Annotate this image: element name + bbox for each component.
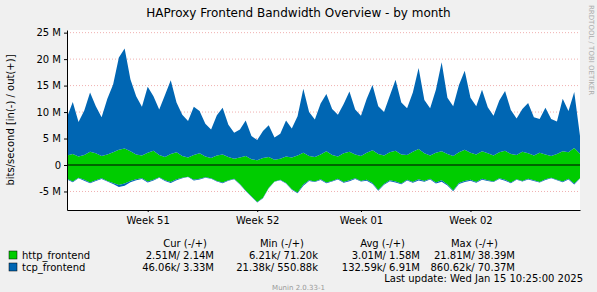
legend-stat: 860.62k/ 70.37M [430,262,515,273]
y-tick: 0 [55,160,67,171]
grid-line [67,191,580,192]
y-tick: 10 M [36,107,67,118]
chart-svg: -5 M05 M10 M15 M20 M25 MWeek 51Week 52We… [0,0,597,292]
y-tick-label: 15 M [36,80,61,91]
grid-line [67,59,580,60]
grid-line [67,32,580,33]
y-tick: -5 M [39,186,67,197]
legend-stat: 6.21k/ 71.20k [249,250,318,261]
x-tick-label: Week 51 [127,215,170,226]
area-in [67,177,580,203]
y-tick-label: 5 M [43,133,61,144]
plot-area [67,49,580,203]
background [0,0,597,292]
y-tick-label: 20 M [36,54,61,65]
x-tick: Week 52 [236,210,279,226]
x-tick: Week 51 [127,210,170,226]
legend-swatch [9,263,17,271]
grid-line [67,85,580,86]
x-tick-label: Week 52 [236,215,279,226]
y-tick-mark [64,165,67,166]
y-tick-label: 0 [55,160,61,171]
y-tick-mark [64,59,67,60]
legend-column-header: Max (-/+) [451,238,498,249]
x-tick: Week 02 [449,210,492,226]
x-tick-mark [257,210,258,212]
y-tick-label: -5 M [39,186,61,197]
legend: Cur (-/+) Min (-/+) Avg (-/+) Max (-/+) http… [9,238,515,274]
chart-container: -5 M05 M10 M15 M20 M25 MWeek 51Week 52We… [0,0,597,292]
x-axis: Week 51 Week 52 Week 01 Week 02 [68,210,581,226]
legend-column-header: Avg (-/+) [360,238,405,249]
x-tick-label: Week 02 [449,215,492,226]
x-tick-mark [470,210,471,212]
legend-label: http_frontend [22,250,90,262]
y-tick-mark [64,112,67,113]
y-tick-mark [64,86,67,87]
legend-stat: 3.01M/ 1.58M [352,250,420,261]
legend-stat: 21.38k/ 550.88k [236,262,318,273]
watermark: RRDTOOL / TOBI OETIKER [587,5,595,95]
area-in [67,165,580,202]
y-tick: 25 M [36,27,67,38]
legend-swatch [9,251,17,259]
legend-stat: 132.59k/ 6.91M [342,262,420,273]
y-tick: 20 M [36,54,67,65]
x-tick-mark [361,210,362,212]
x-tick-mark [148,210,149,212]
legend-stat: 21.81M/ 38.39M [434,250,515,261]
footer: Munin 2.0.33-1 [272,284,325,292]
area-out [67,49,580,161]
y-tick: 15 M [36,80,67,91]
y-tick-mark [64,191,67,192]
legend-stat: 46.06k/ 3.33M [142,262,214,273]
y-tick: 5 M [43,133,67,144]
legend-column-header: Min (-/+) [260,238,304,249]
y-axis-title: bits/second [in(-) / out(+)] [5,54,16,185]
x-axis-line [68,210,581,211]
zero-line [67,165,580,166]
legend-column-header: Cur (-/+) [163,238,207,249]
y-axis-line [67,31,68,211]
x-tick-label: Week 01 [340,215,383,226]
legend-label: tcp_frontend [22,262,85,274]
y-axis: -5 M 0 5 M 10 M 15 M 20 M 25 M [36,27,67,210]
y-tick-mark [64,33,67,34]
legend-stat: 2.51M/ 2.14M [146,250,214,261]
y-tick-label: 10 M [36,107,61,118]
last-update: Last update: Wed Jan 15 10:25:00 2025 [384,273,583,284]
plot-background [67,30,580,210]
x-tick: Week 01 [340,210,383,226]
y-tick-mark [64,139,67,140]
title: HAProxy Frontend Bandwidth Overview - by… [146,6,450,20]
y-tick-label: 25 M [36,27,61,38]
